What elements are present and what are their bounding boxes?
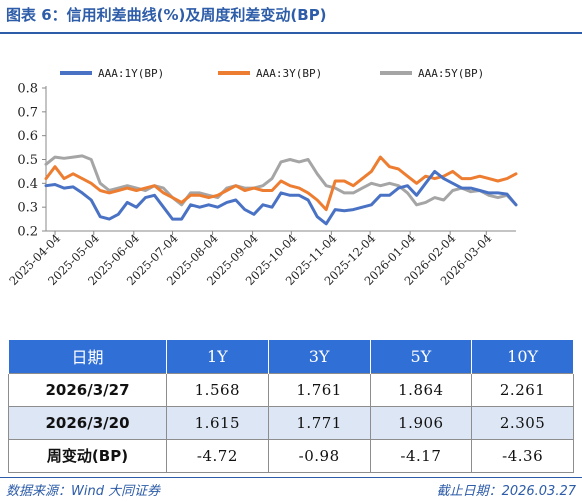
source-note: 数据来源：Wind 大同证券 — [6, 484, 161, 499]
y-tick-label: 0.6 — [17, 129, 38, 144]
row-label: 2026/3/20 — [8, 405, 167, 440]
cutoff-date: 截止日期：2026.03.27 — [436, 484, 576, 499]
legend-label: AAA:3Y(BP) — [256, 67, 322, 80]
chart-series — [44, 154, 518, 226]
series-line-3 — [44, 154, 518, 207]
figure-footer: 数据来源：Wind 大同证券 截止日期：2026.03.27 — [0, 478, 582, 500]
chart-legend: AAA:1Y(BP) AAA:3Y(BP) AAA:5Y(BP) — [60, 67, 484, 80]
cell-10y: -4.36 — [471, 438, 574, 473]
y-tick-label: 0.5 — [17, 153, 38, 168]
y-tick-label: 0.8 — [17, 82, 38, 97]
cell-3y: -0.98 — [267, 438, 371, 473]
table-row: 周变动(BP) -4.72 -0.98 -4.17 -4.36 — [8, 438, 574, 473]
header-1y: 1Y — [166, 340, 269, 373]
y-tick-label: 0.2 — [17, 225, 38, 240]
legend-label: AAA:5Y(BP) — [418, 67, 484, 80]
cell-1y: 1.568 — [166, 372, 269, 407]
header-date: 日期 — [8, 340, 167, 373]
table-row: 2026/3/27 1.568 1.761 1.864 2.261 — [8, 372, 574, 407]
spread-line-chart: AAA:1Y(BP) AAA:3Y(BP) AAA:5Y(BP) 0.2 0.3 0.4… — [6, 67, 518, 288]
legend-label: AAA:1Y(BP) — [98, 67, 164, 80]
y-tick-label: 0.7 — [17, 105, 38, 120]
cell-5y: 1.864 — [369, 372, 473, 407]
y-tick-label: 0.3 — [17, 201, 38, 216]
series-line-2 — [44, 155, 518, 212]
row-label: 2026/3/27 — [8, 372, 167, 407]
title-rule — [0, 32, 582, 34]
cell-1y: 1.615 — [166, 405, 269, 440]
footer-rule — [0, 477, 582, 478]
header-10y: 10Y — [471, 340, 574, 373]
figure-title: 图表 6：信用利差曲线(%)及周度利差变动(BP) — [6, 6, 327, 24]
series-line-1 — [44, 169, 518, 226]
table-row: 2026/3/20 1.615 1.771 1.906 2.305 — [8, 405, 574, 440]
row-label: 周变动(BP) — [8, 438, 167, 473]
cell-10y: 2.261 — [471, 372, 574, 407]
spread-change-table: 日期 1Y 3Y 5Y 10Y 2026/3/27 1.568 1.761 1.… — [8, 340, 574, 473]
cell-3y: 1.771 — [267, 405, 371, 440]
y-tick-label: 0.4 — [17, 177, 38, 192]
table-header-row: 日期 1Y 3Y 5Y 10Y — [8, 340, 574, 373]
cell-10y: 2.305 — [471, 405, 574, 440]
header-3y: 3Y — [267, 340, 371, 373]
cell-1y: -4.72 — [166, 438, 269, 473]
cell-3y: 1.761 — [267, 372, 371, 407]
cell-5y: 1.906 — [369, 405, 473, 440]
header-5y: 5Y — [369, 340, 473, 373]
cell-5y: -4.17 — [369, 438, 473, 473]
